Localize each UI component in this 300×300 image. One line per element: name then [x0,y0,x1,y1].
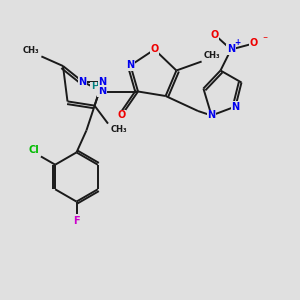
Text: ⁻: ⁻ [262,35,267,46]
Text: +: + [235,38,241,47]
Text: N: N [231,101,240,112]
Text: CH₃: CH₃ [110,125,127,134]
Text: O: O [210,29,219,40]
Text: H: H [91,82,98,91]
Text: Cl: Cl [29,145,39,155]
Text: CH₃: CH₃ [22,46,39,55]
Text: N: N [78,76,87,87]
Text: N: N [227,44,235,55]
Text: N: N [98,86,106,97]
Text: O: O [117,110,126,121]
Text: F: F [73,216,80,226]
Text: N: N [98,76,107,87]
Text: O: O [150,44,159,55]
Text: N: N [126,60,135,70]
Text: O: O [249,38,258,49]
Text: N: N [207,110,216,121]
Text: CH₃: CH₃ [204,51,220,60]
